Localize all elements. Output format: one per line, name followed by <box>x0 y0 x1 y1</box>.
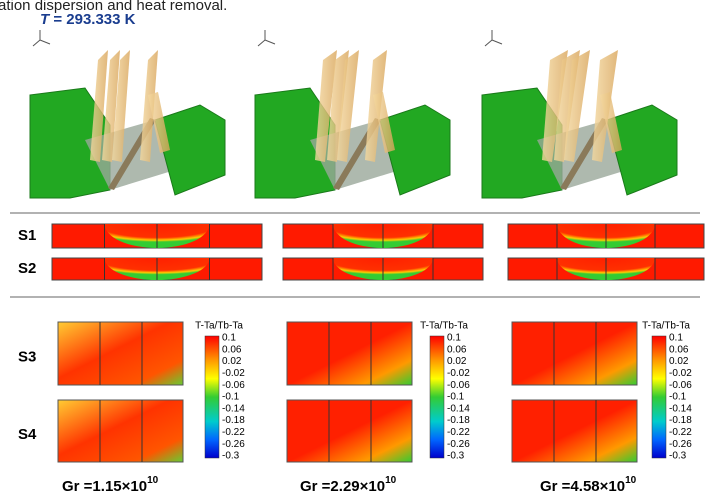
colorbar-tick-label: -0.18 <box>447 415 470 426</box>
colorbar <box>205 336 219 458</box>
colorbar-tick-label: -0.3 <box>669 451 687 462</box>
colorbar-tick-label: -0.02 <box>447 368 470 379</box>
gr-exponent: 10 <box>625 475 637 486</box>
colorbar-tick-label: 0.02 <box>222 356 242 367</box>
gr-prefix: Gr =2.29×10 <box>300 478 385 495</box>
section-panel <box>58 400 183 462</box>
axes-icon <box>258 30 275 46</box>
colorbar-tick-label: 0.1 <box>447 333 461 344</box>
gr-label: Gr =2.29×1010 <box>300 475 397 495</box>
gr-prefix: Gr =1.15×10 <box>62 478 147 495</box>
colorbar-tick-label: -0.1 <box>669 392 687 403</box>
temperature-label: T = 293.333 K <box>40 11 136 28</box>
colorbar-tick-label: 0.02 <box>447 356 467 367</box>
colorbar-tick-label: -0.02 <box>222 368 245 379</box>
colorbar-tick-label: -0.14 <box>447 403 470 414</box>
colorbar-tick-label: -0.1 <box>447 392 465 403</box>
colorbar-tick-label: 0.06 <box>447 344 467 355</box>
row-label: S1 <box>18 227 36 244</box>
colorbar-tick-label: -0.26 <box>222 439 245 450</box>
row-label: S2 <box>18 260 36 277</box>
colorbar-tick-label: -0.06 <box>222 380 245 391</box>
colorbar-tick-label: -0.22 <box>447 427 470 438</box>
colorbar <box>430 336 444 458</box>
colorbar-tick-label: 0.1 <box>669 333 683 344</box>
scene <box>30 30 225 198</box>
row-label: S4 <box>18 426 37 443</box>
section-panel <box>287 400 412 462</box>
temperature-value: = 293.333 K <box>53 11 135 28</box>
colorbar-tick-label: -0.14 <box>222 403 245 414</box>
colorbar-tick-label: -0.02 <box>669 368 692 379</box>
scene <box>255 30 450 198</box>
colorbar-tick-label: -0.18 <box>222 415 245 426</box>
gr-label: Gr =4.58×1010 <box>540 475 637 495</box>
section-panel <box>58 322 183 385</box>
scenes <box>30 30 677 198</box>
colorbar-tick-label: 0.1 <box>222 333 236 344</box>
section-panel <box>512 322 637 385</box>
colorbar-tick-label: 0.06 <box>669 344 689 355</box>
colorbar-tick-label: -0.22 <box>669 427 692 438</box>
colorbar-tick-label: -0.26 <box>669 439 692 450</box>
section-panel <box>512 400 637 462</box>
axes-icon <box>33 30 50 46</box>
colorbar-title: T-Ta/Tb-Ta <box>195 321 243 332</box>
colorbar-tick-label: -0.06 <box>447 380 470 391</box>
colorbar-tick-label: -0.06 <box>669 380 692 391</box>
colorbar-tick-label: 0.06 <box>222 344 242 355</box>
colorbar <box>652 336 666 458</box>
colorbar-tick-label: 0.02 <box>669 356 689 367</box>
colorbar-tick-label: -0.1 <box>222 392 240 403</box>
gr-prefix: Gr =4.58×10 <box>540 478 625 495</box>
colorbar-tick-label: -0.18 <box>669 415 692 426</box>
section-panel <box>287 322 412 385</box>
row-label: S3 <box>18 348 36 365</box>
colorbar-tick-label: -0.22 <box>222 427 245 438</box>
sections: S1S2S3S4T-Ta/Tb-Ta0.10.060.02-0.02-0.06-… <box>18 224 704 495</box>
axes-icon <box>485 30 502 46</box>
colorbar-title: T-Ta/Tb-Ta <box>642 321 690 332</box>
colorbar-tick-label: -0.14 <box>669 403 692 414</box>
colorbar-tick-label: -0.3 <box>447 451 465 462</box>
colorbar-tick-label: -0.26 <box>447 439 470 450</box>
gr-exponent: 10 <box>385 475 397 486</box>
colorbar-tick-label: -0.3 <box>222 451 240 462</box>
gr-label: Gr =1.15×1010 <box>62 475 159 495</box>
gr-exponent: 10 <box>147 475 159 486</box>
temperature-symbol: T <box>40 11 51 28</box>
figure: ation dispersion and heat removal. T = 2… <box>0 0 707 497</box>
colorbar-title: T-Ta/Tb-Ta <box>420 321 468 332</box>
scene <box>482 30 677 198</box>
